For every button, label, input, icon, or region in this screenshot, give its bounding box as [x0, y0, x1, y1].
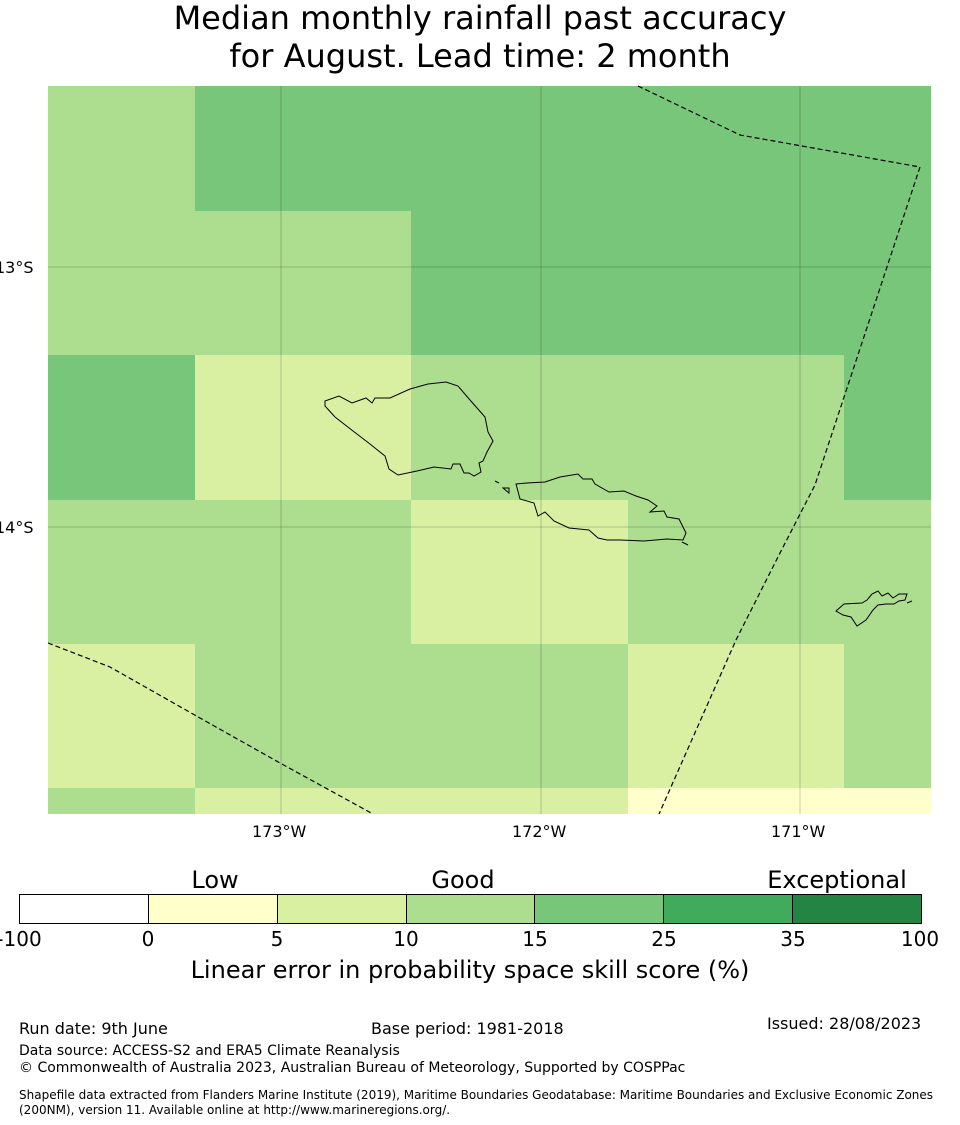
skill-cell [411, 788, 628, 814]
skill-cell [844, 788, 931, 814]
skill-cell [628, 500, 844, 644]
colorbar-segment [20, 895, 149, 923]
skill-cell [48, 86, 195, 211]
run-date: Run date: 9th June [19, 1019, 168, 1038]
colorbar-axis-label: Linear error in probability space skill … [190, 956, 750, 984]
skill-cell [844, 355, 931, 500]
skill-cell [195, 211, 411, 355]
skill-cell [844, 211, 931, 355]
tick-label: 5 [270, 927, 284, 951]
skill-cell [628, 211, 844, 355]
skill-cell [628, 86, 844, 211]
skill-cell [195, 788, 411, 814]
copyright: © Commonwealth of Australia 2023, Austra… [19, 1060, 686, 1076]
skill-cell [411, 211, 628, 355]
tick-label: 25 [651, 927, 677, 951]
aunuu-islet [906, 600, 913, 604]
lat-label-13s: 13°S [0, 258, 34, 277]
skill-cell [48, 211, 195, 355]
skill-cell [628, 644, 844, 788]
category-good: Good [431, 866, 495, 894]
eez-boundary-north [637, 85, 921, 815]
skill-cell [411, 500, 628, 644]
colorbar-segment [277, 895, 407, 923]
shapefile-credit-line-2: (200NM), version 11. Available online at… [19, 1103, 451, 1117]
skill-cell [844, 500, 931, 644]
skill-cell [195, 86, 411, 211]
upolu-island [515, 473, 687, 542]
skill-cell [411, 86, 628, 211]
skill-cell [628, 355, 844, 500]
skill-cell [48, 355, 195, 500]
colorbar-segment [148, 895, 278, 923]
tutuila-island [835, 590, 908, 627]
tick-label: 100 [900, 927, 940, 951]
rainfall-skill-map [47, 85, 931, 815]
coastlines [324, 381, 913, 627]
shapefile-credit-line-1: Shapefile data extracted from Flanders M… [19, 1088, 934, 1102]
colorbar-segment [406, 895, 536, 923]
tick-label: 35 [780, 927, 806, 951]
colorbar-segment [793, 895, 922, 923]
skill-cell [195, 355, 411, 500]
graticule [48, 86, 931, 814]
skill-cell [844, 644, 931, 788]
category-exceptional: Exceptional [767, 866, 907, 894]
savaii-island [324, 381, 494, 477]
issued-date: Issued: 28/08/2023 [767, 1014, 922, 1033]
colorbar [19, 894, 922, 924]
map-title: Median monthly rainfall past accuracy fo… [0, 0, 960, 75]
tick-label: 0 [141, 927, 155, 951]
title-line-1: Median monthly rainfall past accuracy [173, 0, 787, 37]
tick-label: -100 [0, 927, 42, 951]
tick-label: 15 [522, 927, 548, 951]
skill-cell [195, 644, 411, 788]
skill-cell [628, 788, 844, 814]
skill-grid [48, 86, 931, 814]
base-period: Base period: 1981-2018 [371, 1019, 564, 1038]
skill-cell [411, 644, 628, 788]
colorbar-segment [664, 895, 794, 923]
lat-label-14s: 14°S [0, 518, 34, 537]
lon-label-173w: 173°W [252, 822, 307, 841]
data-source: Data source: ACCESS-S2 and ERA5 Climate … [19, 1043, 400, 1059]
apolima-islet [501, 487, 510, 495]
colorbar-segment [535, 895, 665, 923]
maritime-boundaries [47, 85, 921, 815]
skill-cell [48, 788, 195, 814]
eez-boundary-southwest [47, 642, 374, 815]
manono-islet [494, 480, 500, 484]
skill-cell [844, 86, 931, 211]
skill-cell [48, 500, 195, 644]
lon-label-172w: 172°W [512, 822, 567, 841]
skill-cell [48, 644, 195, 788]
skill-cell [411, 355, 628, 500]
category-low: Low [191, 866, 239, 894]
title-line-2: for August. Lead time: 2 month [229, 37, 731, 75]
upolu-east-tip [681, 541, 689, 546]
tick-label: 10 [393, 927, 419, 951]
lon-label-171w: 171°W [771, 822, 826, 841]
skill-cell [195, 500, 411, 644]
